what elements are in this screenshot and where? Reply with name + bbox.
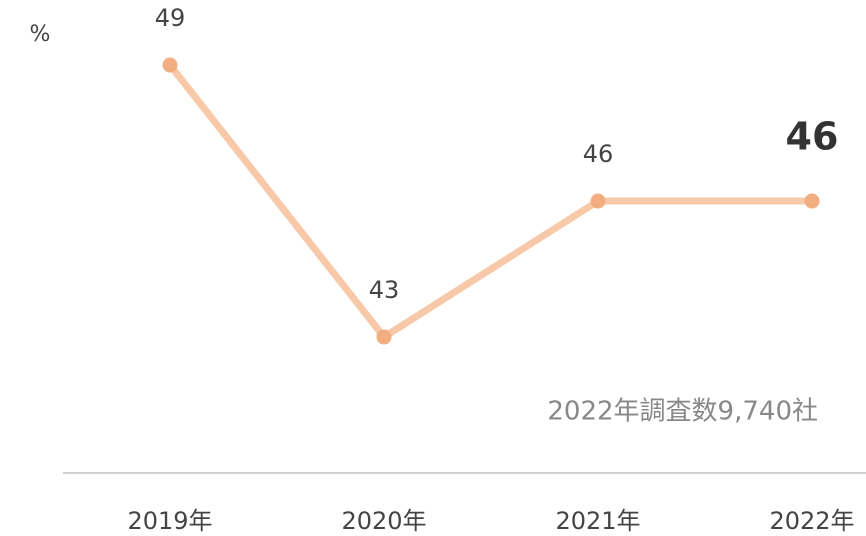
marker [590, 193, 606, 209]
marker [162, 57, 178, 73]
data-label: 43 [369, 276, 400, 304]
marker [376, 329, 392, 345]
data-label: 49 [155, 4, 186, 32]
data-label: 46 [583, 140, 614, 168]
x-tick-label: 2020年 [341, 507, 426, 535]
x-tick-label: 2019年 [127, 507, 212, 535]
unit-label: % [30, 22, 51, 47]
annotation: 2022年調査数9,740社 [547, 397, 818, 427]
x-tick-label: 2021年 [555, 507, 640, 535]
line [167, 62, 812, 341]
x-tick-label: 2022年 [769, 507, 854, 535]
marker [804, 193, 820, 209]
data-label: 46 [786, 115, 839, 159]
